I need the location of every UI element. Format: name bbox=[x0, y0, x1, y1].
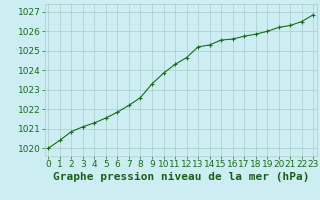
X-axis label: Graphe pression niveau de la mer (hPa): Graphe pression niveau de la mer (hPa) bbox=[52, 172, 309, 182]
